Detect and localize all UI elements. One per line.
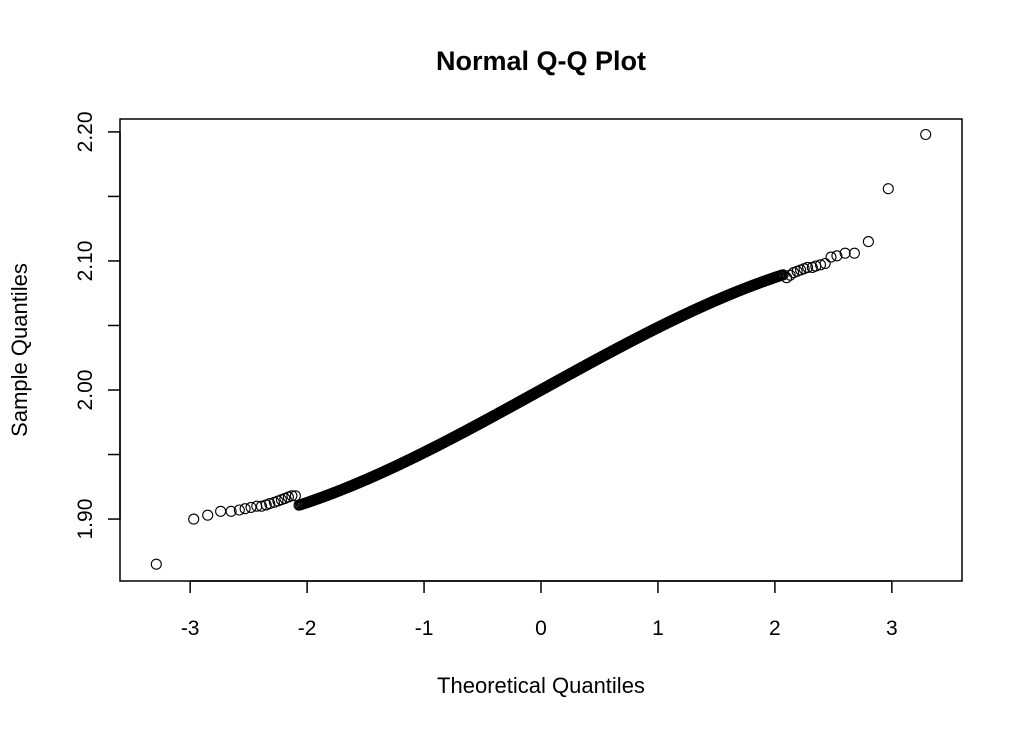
y-tick-label: 2.10: [74, 241, 97, 282]
data-point: [862, 236, 874, 248]
data-point: [920, 128, 932, 141]
data-point: [814, 259, 827, 271]
data-point: [819, 257, 831, 270]
data-points: [150, 128, 932, 570]
x-axis-label: Theoretical Quantiles: [437, 673, 645, 698]
data-point: [188, 513, 200, 525]
data-point: [245, 501, 257, 513]
data-point: [264, 498, 276, 510]
data-point: [289, 490, 301, 502]
y-tick-label: 2.00: [74, 370, 97, 411]
data-point: [882, 183, 894, 195]
x-tick-label: -3: [181, 617, 200, 640]
x-tick-label: 3: [886, 617, 898, 640]
data-point: [239, 503, 251, 515]
data-point: [777, 269, 789, 281]
data-point: [225, 505, 237, 517]
data-point: [150, 558, 162, 570]
data-point: [286, 490, 298, 502]
data-point: [831, 250, 843, 262]
data-point: [825, 251, 837, 263]
y-axis-label: Sample Quantiles: [7, 263, 32, 437]
x-tick-label: 2: [769, 617, 781, 640]
y-tick-label: 2.20: [74, 111, 97, 152]
data-point: [802, 261, 814, 273]
y-axis: 1.90 2.00 2.10 2.20: [74, 111, 121, 540]
data-point: [848, 247, 860, 259]
plot-frame: [119, 118, 963, 582]
y-tick-label: 1.90: [74, 499, 97, 540]
x-tick-label: -2: [298, 617, 317, 640]
data-point: [202, 509, 214, 521]
chart-title: Normal Q-Q Plot: [436, 46, 646, 76]
data-point: [215, 505, 227, 517]
x-tick-label: 0: [535, 617, 547, 640]
data-point: [784, 269, 796, 281]
data-point: [839, 247, 851, 259]
data-point: [255, 500, 268, 512]
x-axis: -3 -2 -1 0 1 2 3: [181, 580, 898, 640]
data-point: [233, 504, 245, 516]
x-tick-label: -1: [415, 617, 434, 640]
x-tick-label: 1: [652, 617, 664, 640]
